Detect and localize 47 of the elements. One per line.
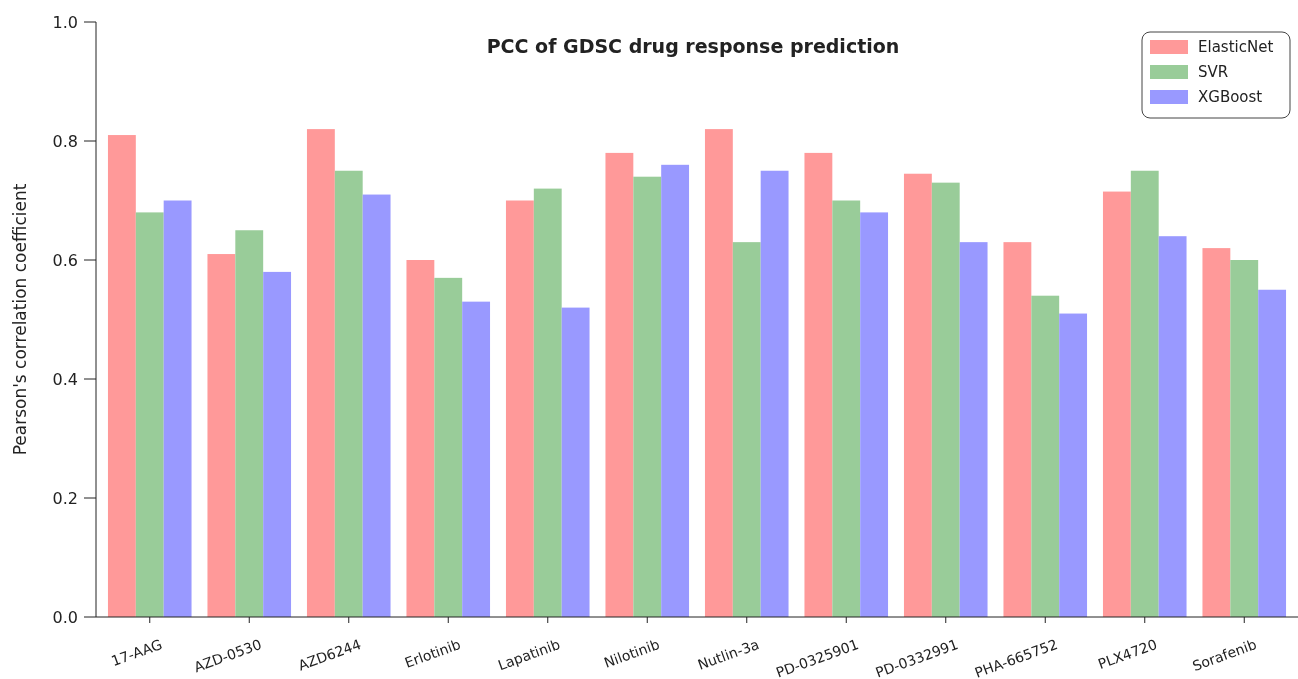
- bar: [1202, 248, 1231, 617]
- bar: [903, 173, 932, 617]
- bar: [1003, 242, 1032, 617]
- bar: [1031, 295, 1060, 617]
- bar: [1059, 313, 1088, 617]
- text: PCC of GDSC drug response prediction: [486, 35, 900, 57]
- y-axis-title: Pearson's correlation coefficient: [10, 183, 30, 456]
- bar: [804, 152, 833, 617]
- legend-label: ElasticNet: [1198, 38, 1274, 57]
- bar: [533, 188, 562, 617]
- bar: [362, 194, 391, 617]
- bar: [263, 271, 292, 617]
- bar: [1102, 191, 1131, 617]
- bar: [704, 129, 733, 617]
- legend-label: SVR: [1198, 63, 1229, 82]
- bar: [1230, 260, 1259, 617]
- bar: [462, 301, 491, 617]
- y-tick-label: 0.6: [52, 250, 78, 270]
- y-tick-label: 0.0: [52, 607, 78, 627]
- bar: [306, 129, 335, 617]
- bar: [163, 200, 192, 617]
- bar: [505, 200, 534, 617]
- bar: [732, 242, 761, 617]
- bar: [334, 170, 363, 617]
- y-tick-label: 0.2: [52, 488, 78, 508]
- bar: [832, 200, 861, 617]
- y-tick-label: 0.4: [52, 369, 78, 389]
- bar: [1130, 170, 1159, 617]
- bar: [860, 212, 889, 617]
- bar: [1258, 289, 1287, 617]
- bar: [661, 164, 690, 617]
- bar: [931, 182, 960, 617]
- legend-label: XGBoost: [1198, 88, 1263, 107]
- bar: [760, 170, 789, 617]
- bar: [605, 152, 634, 617]
- bar: [561, 307, 590, 617]
- bar: [107, 135, 136, 617]
- bar: [207, 254, 236, 617]
- y-tick-label: 1.0: [52, 12, 78, 32]
- bar: [235, 230, 264, 617]
- bar: [633, 176, 662, 617]
- bar: [1158, 236, 1187, 617]
- bar: [135, 212, 164, 617]
- bar: [406, 260, 435, 617]
- y-tick-label: 0.8: [52, 131, 78, 151]
- bar: [959, 242, 988, 617]
- bar: [434, 277, 463, 617]
